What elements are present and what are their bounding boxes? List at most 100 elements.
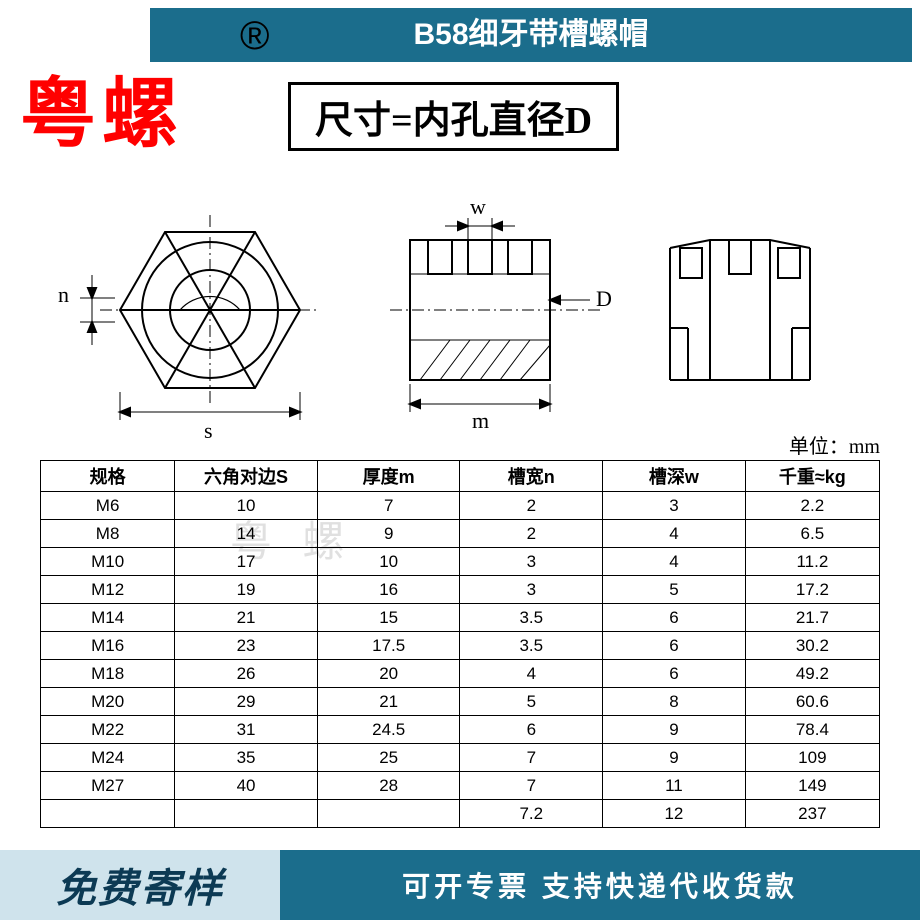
table-cell: 4: [603, 548, 746, 576]
table-cell: 16: [317, 576, 460, 604]
table-cell: 4: [460, 660, 603, 688]
table-cell: 8: [603, 688, 746, 716]
table-row: M8149246.5: [41, 520, 880, 548]
table-cell: 3: [603, 492, 746, 520]
footer-left-badge: 免费寄样: [0, 850, 280, 920]
table-cell: 25: [317, 744, 460, 772]
table-cell: 9: [317, 520, 460, 548]
table-row: M1421153.5621.7: [41, 604, 880, 632]
table-row: M162317.53.5630.2: [41, 632, 880, 660]
dim-label-d: D: [596, 286, 612, 311]
table-row: M274028711149: [41, 772, 880, 800]
table-row: M6107232.2: [41, 492, 880, 520]
subtitle-text: 尺寸=内孔直径D: [315, 100, 592, 142]
table-cell: 21.7: [745, 604, 879, 632]
table-cell: [317, 800, 460, 828]
table-cell: 9: [603, 716, 746, 744]
table-cell: 109: [745, 744, 879, 772]
table-row: M223124.56978.4: [41, 716, 880, 744]
table-cell: M20: [41, 688, 175, 716]
table-cell: 6: [603, 632, 746, 660]
table-cell: 21: [317, 688, 460, 716]
table-row: M2029215860.6: [41, 688, 880, 716]
spec-table: 规格六角对边S厚度m槽宽n槽深w千重≈kg M6107232.2M8149246…: [40, 460, 880, 828]
unit-label: 单位：mm: [789, 430, 880, 459]
table-cell: 3: [460, 576, 603, 604]
table-cell: 19: [175, 576, 318, 604]
table-cell: M10: [41, 548, 175, 576]
table-row: M1017103411.2: [41, 548, 880, 576]
table-cell: M8: [41, 520, 175, 548]
table-cell: 17: [175, 548, 318, 576]
table-cell: 31: [175, 716, 318, 744]
table-row: 7.212237: [41, 800, 880, 828]
table-header: 厚度m: [317, 461, 460, 492]
table-cell: M12: [41, 576, 175, 604]
table-cell: 7.2: [460, 800, 603, 828]
table-cell: 30.2: [745, 632, 879, 660]
table-row: M1826204649.2: [41, 660, 880, 688]
watermark-red: 粤螺: [20, 52, 184, 162]
table-cell: M6: [41, 492, 175, 520]
table-cell: 17.2: [745, 576, 879, 604]
table-cell: 14: [175, 520, 318, 548]
table-cell: 20: [317, 660, 460, 688]
table-cell: 6: [603, 604, 746, 632]
table-cell: 149: [745, 772, 879, 800]
registered-mark: ®: [240, 14, 269, 59]
table-cell: [175, 800, 318, 828]
table-cell: [41, 800, 175, 828]
table-cell: 6: [460, 716, 603, 744]
subtitle-box: 尺寸=内孔直径D: [288, 82, 619, 151]
table-row: M24352579109: [41, 744, 880, 772]
table-cell: 2.2: [745, 492, 879, 520]
table-header: 规格: [41, 461, 175, 492]
table-cell: 12: [603, 800, 746, 828]
table-cell: 7: [317, 492, 460, 520]
table-cell: 60.6: [745, 688, 879, 716]
technical-diagram: n s: [40, 170, 880, 450]
table-cell: M27: [41, 772, 175, 800]
table-header: 六角对边S: [175, 461, 318, 492]
dim-label-m: m: [472, 408, 489, 433]
table-cell: 29: [175, 688, 318, 716]
table-cell: 5: [460, 688, 603, 716]
table-cell: 11: [603, 772, 746, 800]
table-row: M1219163517.2: [41, 576, 880, 604]
table-cell: 3.5: [460, 632, 603, 660]
table-cell: M24: [41, 744, 175, 772]
table-cell: 23: [175, 632, 318, 660]
table-cell: 5: [603, 576, 746, 604]
footer: 免费寄样 可开专票 支持快递代收货款: [0, 850, 920, 920]
table-cell: 2: [460, 492, 603, 520]
table-cell: 10: [175, 492, 318, 520]
table-cell: 9: [603, 744, 746, 772]
table-cell: M16: [41, 632, 175, 660]
table-cell: 40: [175, 772, 318, 800]
footer-right-banner: 可开专票 支持快递代收货款: [280, 850, 920, 920]
table-cell: 28: [317, 772, 460, 800]
table-cell: 6.5: [745, 520, 879, 548]
table-cell: 17.5: [317, 632, 460, 660]
table-cell: 21: [175, 604, 318, 632]
dim-label-s: s: [204, 418, 213, 443]
table-cell: M14: [41, 604, 175, 632]
table-cell: 7: [460, 772, 603, 800]
table-header: 槽宽n: [460, 461, 603, 492]
dim-label-w: w: [470, 194, 486, 219]
table-cell: 7: [460, 744, 603, 772]
table-cell: 2: [460, 520, 603, 548]
table-header: 千重≈kg: [745, 461, 879, 492]
table-cell: 26: [175, 660, 318, 688]
table-header: 槽深w: [603, 461, 746, 492]
table-cell: 3.5: [460, 604, 603, 632]
table-cell: 3: [460, 548, 603, 576]
table-cell: 24.5: [317, 716, 460, 744]
table-cell: 49.2: [745, 660, 879, 688]
footer-right-text: 可开专票 支持快递代收货款: [402, 865, 798, 905]
table-cell: 15: [317, 604, 460, 632]
table-cell: 11.2: [745, 548, 879, 576]
table-cell: 78.4: [745, 716, 879, 744]
table-cell: M22: [41, 716, 175, 744]
table-cell: 6: [603, 660, 746, 688]
